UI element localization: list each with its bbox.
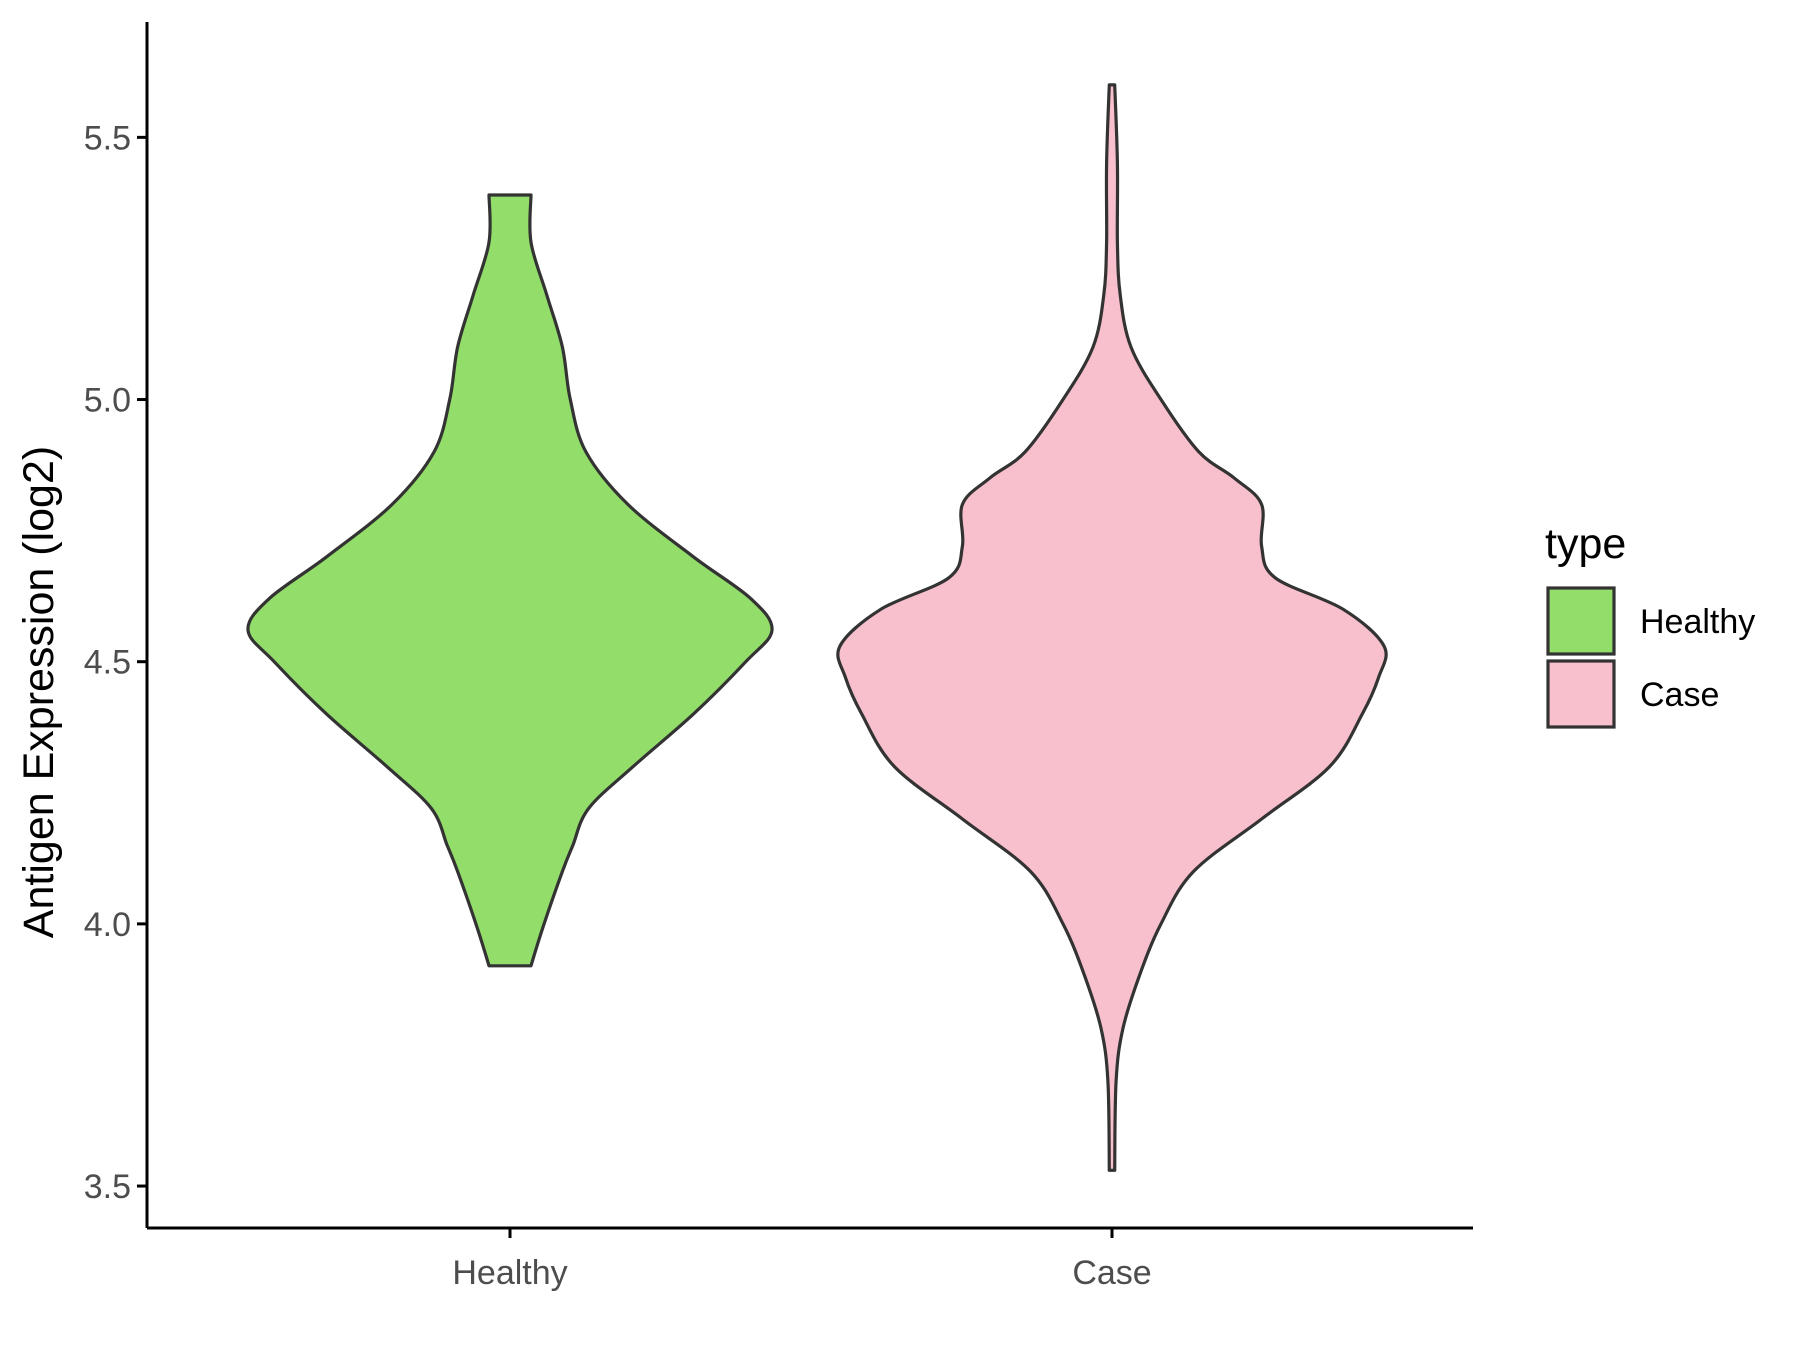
y-tick-label: 4.5 — [84, 644, 131, 682]
legend: type Healthy Case — [1545, 520, 1755, 729]
x-ticks: Healthy Case — [452, 1228, 1152, 1292]
y-tick-label: 3.5 — [84, 1168, 131, 1206]
y-tick-label: 4.0 — [84, 906, 131, 944]
legend-label-healthy: Healthy — [1640, 603, 1755, 641]
y-tick-label: 5.5 — [84, 119, 131, 157]
violin-layer — [246, 83, 1388, 1172]
legend-label-case: Case — [1640, 676, 1719, 714]
legend-entries: Healthy Case — [1546, 586, 1755, 729]
axes-layer — [145, 22, 1473, 1230]
x-tick-label: Healthy — [452, 1254, 567, 1292]
legend-key-healthy — [1546, 586, 1616, 656]
y-ticks: 3.5 4.0 4.5 5.0 5.5 — [84, 119, 147, 1206]
x-tick-label: Case — [1072, 1254, 1151, 1292]
legend-key-case — [1546, 659, 1616, 729]
y-tick-label: 5.0 — [84, 382, 131, 420]
violin-case — [836, 83, 1388, 1172]
violin-healthy — [246, 193, 774, 968]
y-axis-title: Antigen Expression (log2) — [15, 446, 63, 938]
legend-title: type — [1545, 520, 1626, 568]
